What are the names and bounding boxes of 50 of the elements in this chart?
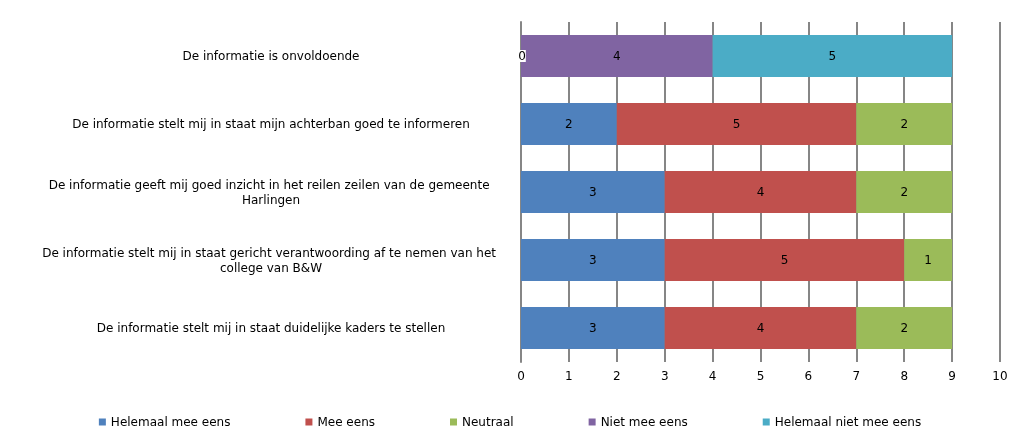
data-label: 2 (900, 117, 909, 131)
y-tick-label: De informatie geeft mij goed inzicht in het reilen zeilen van de gemeente Harlingen (48, 177, 494, 207)
legend-label: Helemaal mee eens (110, 415, 231, 429)
x-tick-label: 1 (565, 369, 573, 383)
bar (856, 307, 953, 349)
bar (712, 35, 953, 77)
bar (521, 307, 665, 349)
data-label: 4 (612, 49, 621, 63)
x-tick-label: 2 (612, 369, 621, 383)
legend-label: Mee eens (317, 415, 375, 429)
x-tick-label: 6 (804, 369, 813, 383)
data-label: 2 (900, 185, 909, 199)
bar (616, 103, 857, 145)
x-tick-label: 4 (708, 369, 717, 383)
bar (664, 307, 857, 349)
bar (664, 171, 857, 213)
y-tick-label: De informatie stelt mij in staat gericht verantwoording af te nemen van het college van B&W (42, 245, 500, 275)
data-label: 4 (756, 321, 765, 335)
data-label: 5 (732, 117, 741, 131)
data-label: 4 (756, 185, 765, 199)
bar (521, 35, 713, 77)
bar (856, 171, 953, 213)
bar (904, 239, 953, 281)
x-tick-label: 10 (992, 369, 1008, 383)
data-label: 2 (565, 117, 573, 131)
y-tick-label: De informatie is onvoldoende (182, 49, 360, 63)
x-tick-label: 7 (852, 369, 861, 383)
data-label: 2 (900, 321, 909, 335)
bar (521, 103, 617, 145)
legend-label: Neutraal (461, 415, 514, 429)
x-tick-label: 0 (517, 369, 525, 383)
data-label: 3 (589, 253, 597, 267)
x-tick-label: 8 (900, 369, 909, 383)
bar (521, 239, 665, 281)
bar (856, 103, 953, 145)
x-tick-label: 9 (948, 369, 956, 383)
data-label: 1 (924, 253, 932, 267)
data-label: 3 (589, 185, 597, 199)
data-label: 3 (589, 321, 597, 335)
y-tick-label: De informatie stelt mij in staat duidelijke kaders te stellen (96, 321, 446, 335)
bar (521, 171, 665, 213)
bar (664, 239, 905, 281)
x-tick-label: 5 (756, 369, 765, 383)
data-label: 5 (780, 253, 789, 267)
y-tick-label: De informatie stelt mij in staat mijn achterban goed te informeren (72, 117, 470, 131)
data-label: 5 (828, 49, 837, 63)
legend-label: Niet mee eens (600, 415, 688, 429)
x-tick-label: 3 (660, 369, 669, 383)
legend-label: Helemaal niet mee eens (774, 415, 922, 429)
annotation: 0 (518, 49, 526, 63)
